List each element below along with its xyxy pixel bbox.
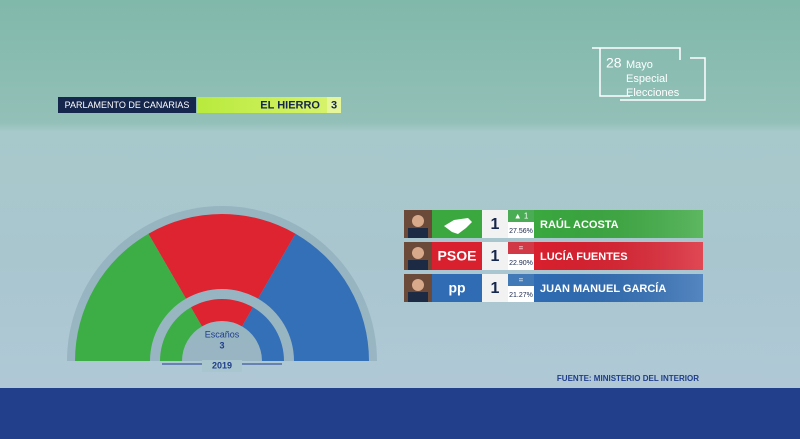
change: ▲ 1 bbox=[514, 212, 529, 221]
seats-box bbox=[482, 242, 508, 270]
prev-year: 2019 bbox=[212, 360, 232, 370]
seats: 1 bbox=[491, 280, 500, 297]
photo-face bbox=[412, 279, 424, 291]
percent-box bbox=[508, 286, 534, 302]
name-shade bbox=[534, 210, 703, 238]
year-bg bbox=[202, 360, 242, 372]
logo-day: 28 bbox=[606, 55, 622, 71]
party-logo bbox=[432, 274, 482, 302]
name-shade bbox=[534, 242, 703, 270]
party-logo-shape bbox=[444, 218, 472, 234]
source: FUENTE: MINISTERIO DEL INTERIOR bbox=[557, 374, 699, 383]
percent-box bbox=[508, 222, 534, 238]
seats-box bbox=[482, 210, 508, 238]
parliament-box bbox=[58, 97, 196, 113]
party-logo-text: PSOE bbox=[438, 248, 477, 264]
logo-line: Especial bbox=[626, 73, 668, 85]
change: = bbox=[519, 276, 524, 285]
seats: 1 bbox=[491, 248, 500, 265]
seats: 1 bbox=[491, 216, 500, 233]
seat-arc bbox=[258, 233, 369, 361]
results: 1 ▲ 1 27.56% RAÚL ACOSTA PSOE 1 = 22.90% LUCÍA F… bbox=[404, 210, 703, 302]
photo-face bbox=[412, 215, 424, 227]
seats-box bbox=[482, 274, 508, 302]
bottom-band bbox=[0, 388, 800, 439]
prev-total: 3 bbox=[219, 340, 224, 350]
seats-box bbox=[327, 97, 341, 113]
name-shade bbox=[534, 274, 703, 302]
seat-arc bbox=[242, 307, 284, 361]
logo-line: Mayo bbox=[626, 59, 653, 71]
party-logo-text: pp bbox=[448, 280, 465, 296]
prev-label: Escaños bbox=[205, 329, 240, 339]
candidate: RAÚL ACOSTA bbox=[540, 218, 619, 231]
seat-arc bbox=[191, 299, 253, 327]
change: = bbox=[519, 244, 524, 253]
seat-arc bbox=[160, 307, 202, 361]
photo-face bbox=[412, 247, 424, 259]
change-box bbox=[508, 210, 534, 222]
change-box bbox=[508, 274, 534, 286]
candidate: JUAN MANUEL GARCÍA bbox=[540, 282, 666, 295]
percent: 22.90% bbox=[509, 260, 533, 267]
hemicycle bbox=[75, 213, 369, 361]
photo-body bbox=[408, 260, 428, 270]
candidate: LUCÍA FUENTES bbox=[540, 250, 628, 263]
island: EL HIERRO bbox=[260, 99, 320, 111]
seat-arc bbox=[148, 213, 296, 299]
island-box bbox=[197, 97, 327, 113]
island-seats: 3 bbox=[331, 99, 337, 111]
percent: 21.27% bbox=[509, 292, 533, 299]
percent-box bbox=[508, 254, 534, 270]
logo-frame bbox=[592, 47, 706, 101]
photo-body bbox=[408, 228, 428, 238]
seat-arc bbox=[75, 233, 186, 361]
party-logo bbox=[432, 242, 482, 270]
percent: 27.56% bbox=[509, 228, 533, 235]
parliament: PARLAMENTO DE CANARIAS bbox=[65, 100, 190, 110]
change-box bbox=[508, 242, 534, 254]
logo-line: Elecciones bbox=[626, 87, 680, 99]
photo-body bbox=[408, 292, 428, 302]
